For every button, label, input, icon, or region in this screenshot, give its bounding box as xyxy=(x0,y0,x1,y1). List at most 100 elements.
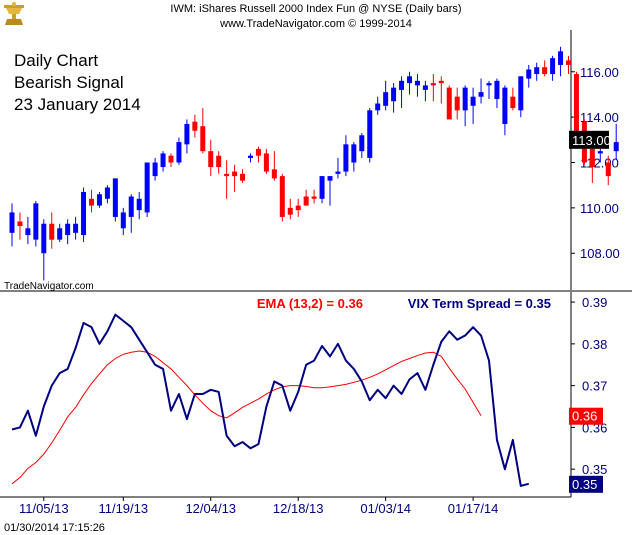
candle xyxy=(160,151,166,172)
candle-body xyxy=(502,87,508,124)
candle xyxy=(359,133,365,158)
candle xyxy=(462,85,468,127)
candle xyxy=(17,212,23,240)
candle xyxy=(383,80,389,111)
chart-title: IWM: iShares Russell 2000 Index Fun @ NY… xyxy=(170,3,461,15)
candle xyxy=(120,207,126,236)
candle-body xyxy=(399,80,405,90)
vix-term-spread-line xyxy=(11,313,530,487)
copyright-text: www.TradeNavigator.com © 1999-2014 xyxy=(219,18,412,30)
candle xyxy=(240,169,246,183)
candle xyxy=(589,144,595,183)
candle xyxy=(57,223,63,242)
vix-legend-label: VIX Term Spread = 0.35 xyxy=(408,296,551,311)
candle xyxy=(295,198,301,217)
candle-body xyxy=(597,151,603,154)
candle xyxy=(343,135,349,177)
indicator-last-values: 0.36 0.35 xyxy=(569,407,603,493)
price-tick-label: 116.00 xyxy=(580,65,619,80)
candle-body xyxy=(319,176,325,199)
candle xyxy=(367,108,373,163)
candle xyxy=(89,189,94,213)
candle-body xyxy=(57,228,63,240)
candle-body xyxy=(271,169,277,179)
candle-body xyxy=(96,194,102,206)
candle-body xyxy=(589,148,595,168)
candle xyxy=(454,87,460,120)
candle xyxy=(287,198,293,220)
candle xyxy=(526,64,532,88)
last-price-label: 113.00 xyxy=(572,133,611,148)
candle xyxy=(144,162,150,217)
candle-body xyxy=(49,223,55,240)
candle-body xyxy=(454,96,460,111)
candle-body xyxy=(25,228,31,236)
candle-body xyxy=(534,67,540,75)
candle-body xyxy=(359,135,365,152)
candle-body xyxy=(255,148,261,156)
candle xyxy=(271,151,277,181)
indicator-tick-label: 0.38 xyxy=(582,337,607,352)
candle-body xyxy=(176,142,182,163)
candle-body xyxy=(327,176,333,181)
watermark-text: TradeNavigator.com xyxy=(4,281,94,292)
candle xyxy=(502,85,508,136)
last-price-box xyxy=(569,130,609,149)
candle-body xyxy=(470,96,476,106)
candle-body xyxy=(17,221,23,227)
candle xyxy=(152,157,158,181)
candle-body xyxy=(81,191,87,236)
candle xyxy=(446,85,452,120)
date-x-axis: 11/05/13 11/19/13 12/04/13 12/18/13 01/03/14… xyxy=(19,497,498,516)
candle xyxy=(311,189,317,204)
candle-body xyxy=(73,223,79,233)
candle xyxy=(248,153,253,163)
candle-body xyxy=(558,51,564,65)
ema-last-value-box xyxy=(569,407,603,425)
candle-body xyxy=(208,151,214,168)
candle xyxy=(518,76,524,118)
candle xyxy=(112,178,118,222)
candle xyxy=(49,212,55,249)
annotation-line-2: Bearish Signal xyxy=(14,73,124,92)
candle-body xyxy=(446,87,452,120)
price-tick-label: 110.00 xyxy=(580,201,619,216)
candle-body xyxy=(104,187,110,199)
candle xyxy=(263,148,269,174)
candle xyxy=(327,176,333,206)
candle xyxy=(335,157,341,179)
candle-body xyxy=(494,80,500,99)
candle-body xyxy=(168,155,174,163)
candle-body xyxy=(144,162,150,213)
candle xyxy=(184,119,190,154)
candle xyxy=(65,219,71,245)
candle xyxy=(192,114,198,138)
price-tick-label: 114.00 xyxy=(580,110,619,125)
candle-body xyxy=(605,162,611,177)
candle xyxy=(430,74,436,102)
candle-body xyxy=(367,110,373,158)
candle-body xyxy=(295,205,301,211)
candle xyxy=(224,160,230,199)
x-tick-label: 11/19/13 xyxy=(98,501,148,516)
candle xyxy=(438,76,444,104)
x-tick-label: 11/05/13 xyxy=(19,501,69,516)
candle-body xyxy=(136,198,142,211)
candle xyxy=(399,76,405,109)
x-tick-label: 12/04/13 xyxy=(185,501,236,516)
last-price-marker: 113.00 xyxy=(569,130,611,149)
candle xyxy=(208,139,214,177)
candle-body xyxy=(224,173,230,177)
candle-body xyxy=(542,67,548,75)
candle-body xyxy=(573,74,579,134)
candle-body xyxy=(41,223,47,254)
candle-body xyxy=(311,196,317,199)
candle-body xyxy=(550,58,556,75)
candle-body xyxy=(518,76,524,111)
indicator-tick-label: 0.37 xyxy=(582,379,607,394)
candle-body xyxy=(343,144,349,172)
candle xyxy=(279,173,285,222)
